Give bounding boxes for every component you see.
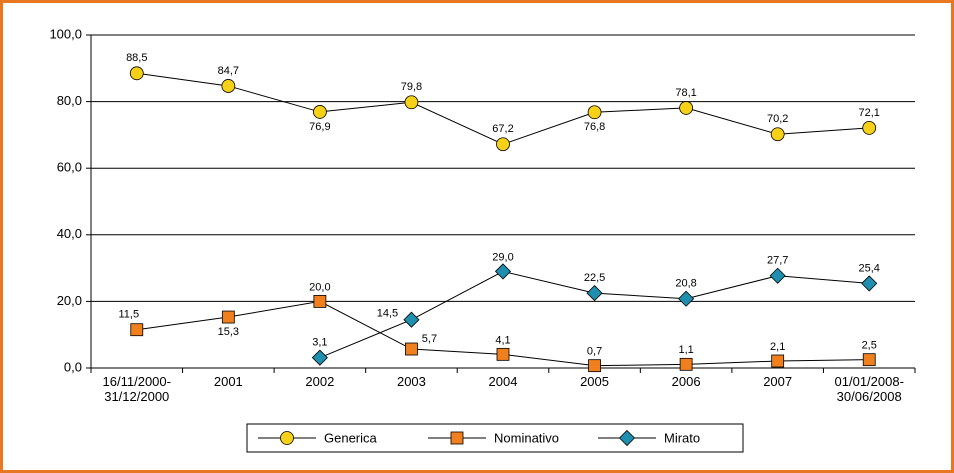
- data-label: 4,1: [495, 334, 510, 346]
- marker: [494, 263, 512, 280]
- x-tick-label: 01/01/2008- 30/06/2008: [834, 374, 904, 404]
- x-tick-label: 2003: [396, 374, 426, 389]
- data-label: 27,7: [767, 255, 788, 267]
- marker: [496, 137, 510, 152]
- marker: [862, 121, 877, 135]
- data-label: 76,9: [309, 121, 330, 133]
- data-label: 29,0: [492, 251, 513, 263]
- legend-label: Generica: [324, 430, 378, 445]
- marker: [403, 311, 420, 328]
- y-tick-label: 100,0: [49, 26, 82, 41]
- x-tick-label: 2002: [305, 374, 335, 389]
- data-label: 3,1: [312, 337, 327, 349]
- series: 11,5 15,3 20,0 5,7 4,1 0,7 1,1 2,1 2,5: [118, 281, 877, 373]
- x-tick-label: 2007: [763, 374, 793, 389]
- data-label: 1,1: [678, 344, 693, 356]
- marker: [221, 79, 236, 93]
- marker: [312, 105, 327, 119]
- marker: [770, 127, 785, 142]
- marker: [771, 354, 785, 368]
- data-label: 72,1: [859, 107, 880, 119]
- data-label: 15,3: [218, 326, 239, 338]
- data-label: 11,5: [118, 309, 139, 321]
- marker: [130, 323, 144, 337]
- marker: [679, 101, 694, 115]
- marker: [861, 275, 878, 292]
- marker: [586, 285, 603, 302]
- y-tick-label: 40,0: [57, 226, 82, 241]
- data-label: 79,8: [401, 81, 422, 93]
- legend-label: Mirato: [664, 430, 700, 445]
- data-label: 76,8: [584, 121, 605, 133]
- data-label: 70,2: [767, 113, 788, 125]
- data-label: 2,5: [862, 340, 877, 352]
- x-tick-label: 2006: [671, 374, 701, 389]
- x-tick-label: 2005: [580, 374, 609, 389]
- y-tick-label: 0,0: [64, 359, 82, 374]
- marker: [678, 290, 695, 307]
- series: 88,5 84,7 76,9 79,8 67,2 76,8 78,1 70,2 72,1: [126, 52, 880, 152]
- marker: [618, 429, 636, 447]
- marker: [280, 431, 294, 445]
- data-label: 0,7: [587, 346, 602, 358]
- marker: [313, 294, 327, 308]
- data-label: 22,5: [584, 272, 605, 284]
- data-label: 5,7: [422, 333, 437, 345]
- marker: [496, 347, 510, 361]
- marker: [769, 267, 786, 284]
- legend-box: [246, 423, 744, 453]
- marker: [679, 357, 693, 371]
- marker: [405, 342, 418, 356]
- y-tick-label: 20,0: [57, 293, 82, 308]
- x-tick-label: 16/11/2000- 31/12/2000: [102, 374, 171, 404]
- data-label: 20,0: [309, 281, 330, 293]
- data-label: 84,7: [218, 65, 239, 77]
- data-label: 88,5: [126, 52, 147, 64]
- data-label: 14,5: [377, 308, 398, 320]
- marker: [129, 66, 144, 81]
- marker: [450, 431, 464, 445]
- marker: [404, 95, 419, 110]
- marker: [862, 353, 876, 367]
- legend-label: Nominativo: [494, 430, 559, 445]
- x-tick-label: 2001: [213, 374, 243, 389]
- y-tick-label: 60,0: [57, 160, 82, 175]
- series: 3,1 14,5 29,0 22,5 20,8 27,7 25,4: [311, 251, 880, 366]
- marker: [221, 310, 235, 324]
- data-label: 20,8: [675, 278, 696, 290]
- marker: [588, 359, 601, 373]
- data-label: 67,2: [492, 123, 513, 135]
- data-label: 25,4: [859, 262, 880, 274]
- marker: [587, 105, 602, 120]
- y-tick-label: 80,0: [57, 93, 82, 108]
- x-tick-label: 2004: [488, 374, 518, 389]
- data-label: 78,1: [675, 87, 696, 99]
- data-label: 2,1: [770, 341, 785, 353]
- marker: [311, 349, 328, 366]
